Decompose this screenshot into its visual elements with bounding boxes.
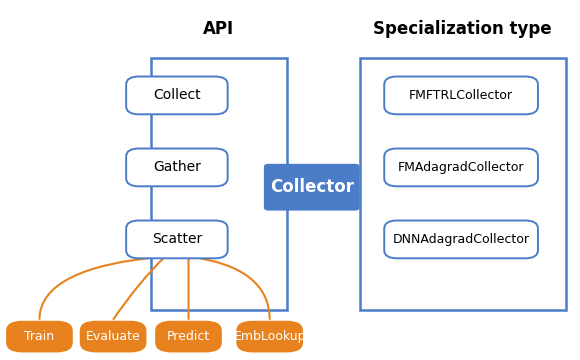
Text: FMAdagradCollector: FMAdagradCollector xyxy=(398,161,524,174)
Bar xyxy=(151,58,287,310)
Text: Train: Train xyxy=(24,330,55,343)
FancyBboxPatch shape xyxy=(264,164,360,211)
FancyBboxPatch shape xyxy=(126,220,227,258)
FancyBboxPatch shape xyxy=(385,77,538,114)
Text: DNNAdagradCollector: DNNAdagradCollector xyxy=(393,233,530,246)
FancyBboxPatch shape xyxy=(385,148,538,186)
Bar xyxy=(360,58,566,310)
Text: Specialization type: Specialization type xyxy=(374,20,552,38)
FancyBboxPatch shape xyxy=(126,148,227,186)
FancyBboxPatch shape xyxy=(385,220,538,258)
Text: Collect: Collect xyxy=(153,89,201,102)
Text: FMFTRLCollector: FMFTRLCollector xyxy=(409,89,513,102)
FancyBboxPatch shape xyxy=(237,321,303,352)
Text: EmbLookup: EmbLookup xyxy=(233,330,306,343)
Text: API: API xyxy=(204,20,234,38)
Text: Collector: Collector xyxy=(270,178,354,196)
FancyBboxPatch shape xyxy=(126,77,227,114)
Text: Evaluate: Evaluate xyxy=(86,330,140,343)
FancyBboxPatch shape xyxy=(155,321,222,352)
Text: Gather: Gather xyxy=(153,161,201,174)
FancyBboxPatch shape xyxy=(6,321,73,352)
Text: Scatter: Scatter xyxy=(152,233,202,246)
Text: Predict: Predict xyxy=(167,330,210,343)
FancyBboxPatch shape xyxy=(80,321,146,352)
